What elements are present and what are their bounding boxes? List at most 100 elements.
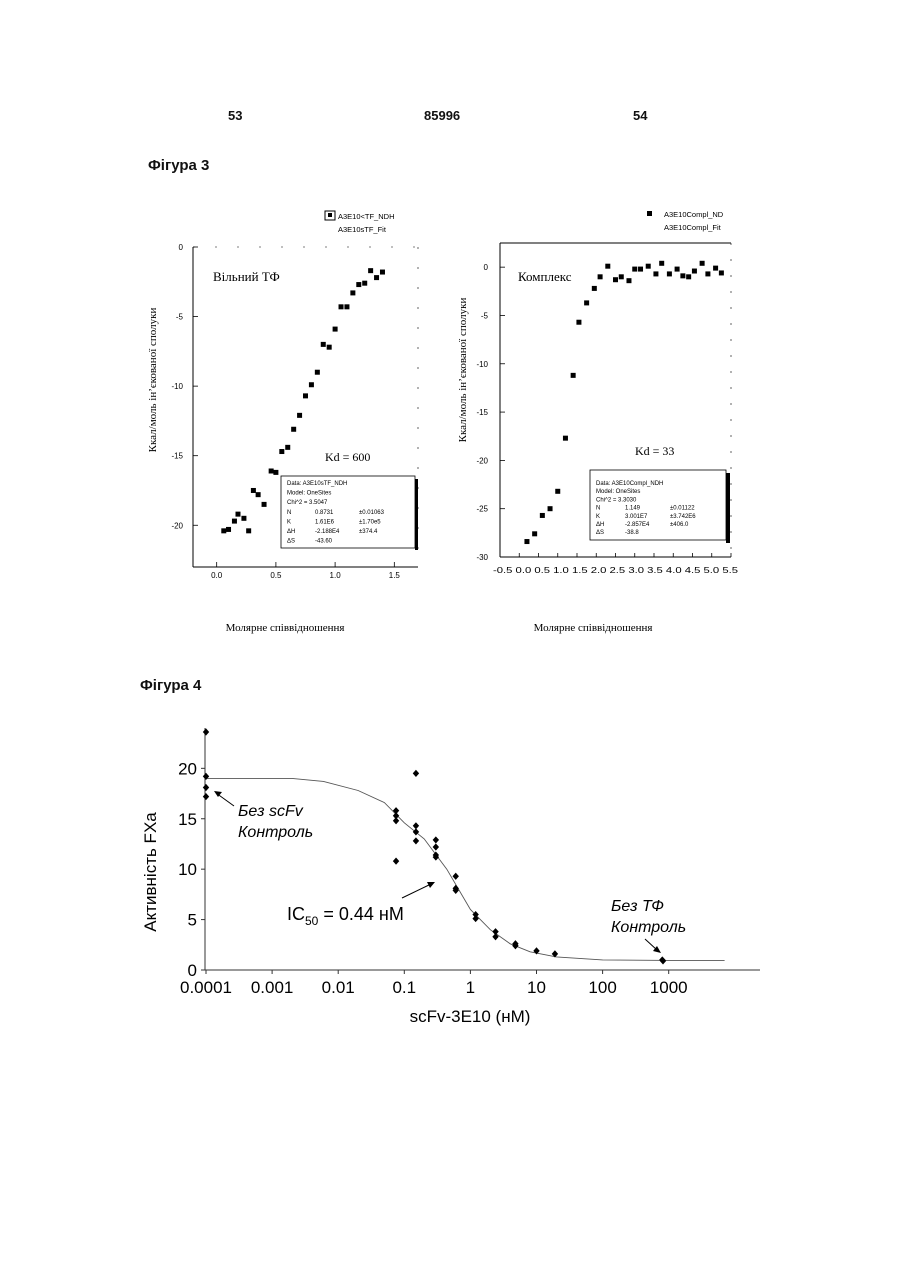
x-tick-label: 0.001	[251, 978, 294, 997]
x-tick-label: 100	[588, 978, 616, 997]
annotation-no-scfv-line2: Контроль	[238, 824, 313, 841]
y-tick-label: -5	[176, 313, 184, 322]
fit-param-name: N	[287, 510, 291, 516]
y-tick-label: 0	[179, 243, 184, 252]
data-point	[203, 773, 209, 780]
data-point	[303, 393, 308, 398]
fit-param-value: 1.149	[625, 506, 641, 512]
fit-param-value: -2.188E4	[315, 529, 340, 535]
data-point	[619, 274, 624, 279]
y-tick-label: -20	[171, 521, 183, 530]
data-point	[492, 933, 498, 940]
data-point	[315, 370, 320, 375]
data-point	[659, 261, 664, 266]
data-point	[571, 373, 576, 378]
data-point	[686, 274, 691, 279]
x-tick-label: 0.0	[211, 571, 223, 580]
annotation-ic50: IC50 = 0.44 нМ	[287, 882, 435, 928]
fxa-data-points	[203, 728, 666, 964]
data-point	[576, 320, 581, 325]
panel-label-complex: Комплекс	[518, 269, 572, 284]
fit-param-value: 1.61E6	[315, 519, 335, 525]
x-tick-labels: -0.5 0.0 0.5 1.0 1.5 2.0 2.5 3.0 3.5 4.0…	[493, 566, 739, 575]
data-point	[256, 492, 261, 497]
data-point	[251, 488, 256, 493]
ic50-subscript: 50	[305, 914, 319, 928]
data-point	[453, 873, 459, 880]
ic50-label: IC50 = 0.44 нМ	[287, 904, 404, 928]
fit-param-name: ΔH	[596, 522, 604, 528]
y-tick-label: 20	[178, 759, 197, 778]
fit-param-name: Chi^2 = 3.5047	[287, 500, 328, 506]
kd-label-left: Kd = 600	[325, 450, 370, 464]
annotation-no-tf-line2: Контроль	[611, 919, 686, 936]
y-tick-label: -15	[476, 408, 488, 417]
data-point	[232, 519, 237, 524]
figure-3-graphic: A3E10<TF_NDH A3E10sTF_Fit 0-5-10-15-200.…	[140, 200, 760, 640]
x-tick-label: 0.0001	[180, 978, 232, 997]
panel-label-free: Вільний ТФ	[213, 269, 280, 284]
data-point	[269, 469, 274, 474]
data-point	[380, 270, 385, 275]
fit-param-error: ±3.742E6	[670, 514, 696, 520]
data-point	[413, 837, 419, 844]
page-number-right: 54	[633, 108, 647, 123]
data-point	[321, 342, 326, 347]
legend-entry-1: A3E10<TF_NDH	[338, 212, 394, 221]
fit-param-value: -38.8	[625, 530, 639, 536]
ic50-value: = 0.44 нМ	[318, 904, 403, 924]
data-point	[705, 271, 710, 276]
annotation-no-scfv-line1: Без scFv	[238, 803, 304, 820]
data-point	[297, 413, 302, 418]
fit-param-name: ΔH	[287, 529, 295, 535]
annotation-arrow	[402, 884, 431, 898]
fit-param-error: ±0.01063	[359, 510, 385, 516]
x-tick-label: 0.5	[270, 571, 282, 580]
box-shadow-left	[415, 479, 418, 550]
x-tick-label: 0.01	[322, 978, 355, 997]
itc-plot-complex: A3E10Compl_ND A3E10Compl_Fit 0-5-10-15-2…	[457, 210, 739, 634]
data-point	[433, 843, 439, 850]
fit-param-value: -43.60	[315, 539, 333, 545]
page-number-left: 53	[228, 108, 242, 123]
legend-marker	[328, 213, 332, 217]
data-point	[719, 270, 724, 275]
data-point	[598, 274, 603, 279]
data-point	[344, 304, 349, 309]
y-axis-label-right: Ккал/моль ін’єкованої сполуки	[457, 298, 469, 443]
x-tick-label: 10	[527, 978, 546, 997]
y-tick-label: -15	[171, 452, 183, 461]
data-point	[667, 271, 672, 276]
x-tick-label: 1.0	[330, 571, 342, 580]
data-point	[653, 271, 658, 276]
fit-param-name: Data: A3E10Compl_NDH	[596, 481, 663, 487]
y-tick-label: -20	[476, 456, 488, 465]
annotation-no-tf-line1: Без ТФ	[611, 898, 664, 915]
data-point	[327, 345, 332, 350]
data-point	[350, 290, 355, 295]
data-point	[393, 858, 399, 865]
data-point	[680, 273, 685, 278]
annotation-no-scfv: Без scFv Контроль	[214, 791, 313, 841]
data-point	[333, 327, 338, 332]
y-tick-label: -30	[476, 553, 488, 562]
y-tick-label: -5	[481, 311, 489, 320]
data-point	[592, 286, 597, 291]
fit-param-name: Data: A3E10sTF_NDH	[287, 481, 347, 487]
x-tick-label: 0.1	[392, 978, 416, 997]
fit-param-value: 3.001E7	[625, 514, 648, 520]
data-point	[626, 278, 631, 283]
data-point	[203, 784, 209, 791]
data-point	[524, 539, 529, 544]
fit-param-value: 0.8731	[315, 510, 334, 516]
data-point	[675, 267, 680, 272]
patent-number: 85996	[424, 108, 460, 123]
data-point	[356, 282, 361, 287]
figure-4-title: Фігура 4	[140, 677, 201, 694]
kd-label-right: Kd = 33	[635, 444, 674, 458]
y-tick-label: 10	[178, 860, 197, 879]
figure-4-graphic: Активність FXa scFv-3E10 (нМ) 051015200.…	[130, 720, 770, 1030]
y-tick-label: -10	[171, 382, 183, 391]
data-point	[203, 728, 209, 735]
data-point	[413, 770, 419, 777]
